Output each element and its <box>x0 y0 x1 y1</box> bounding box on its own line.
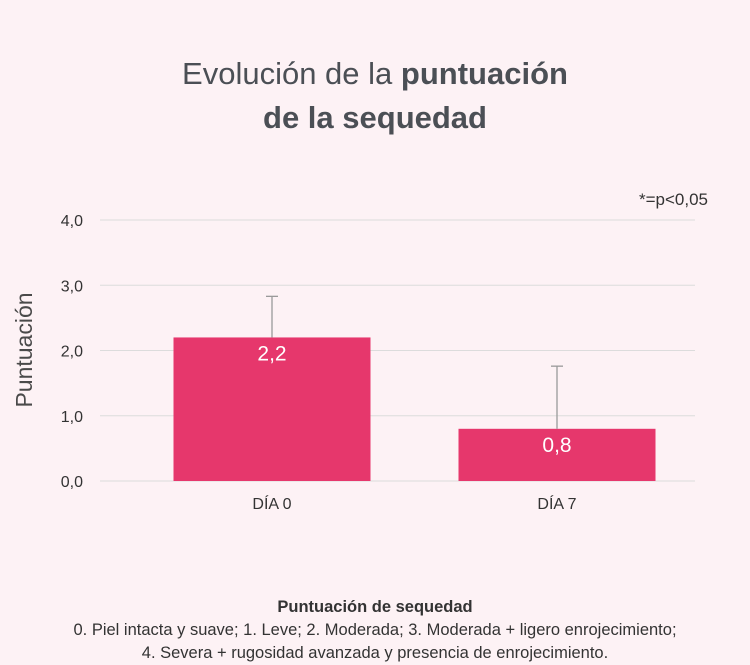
chart-title: Evolución de la puntuación de la sequeda… <box>0 52 750 140</box>
significance-note: *=p<0,05 <box>638 190 708 209</box>
y-tick-3: 3,0 <box>61 278 83 295</box>
bar-1 <box>458 428 656 481</box>
x-tick-1: DÍA 7 <box>537 494 576 513</box>
title-prefix: Evolución de la <box>182 56 393 91</box>
x-tick-0: DÍA 0 <box>252 494 291 513</box>
y-tick-0: 0,0 <box>61 474 83 491</box>
value-label-1: 0,8 <box>542 434 571 457</box>
bar-chart: 0,0 1,0 2,0 3,0 4,0 2,2 0,8 DÍA 0 DÍA 7 Puntua… <box>11 213 695 513</box>
error-bars <box>266 295 563 429</box>
title-bold: puntuación <box>400 56 568 91</box>
legend-title: Puntuación de sequedad <box>277 598 473 616</box>
y-tick-2: 2,0 <box>61 344 83 361</box>
x-tick-labels: DÍA 0 DÍA 7 <box>252 494 576 513</box>
legend: Puntuación de sequedad 0. Piel intacta y… <box>0 596 750 665</box>
value-labels: 2,2 0,8 <box>257 342 571 456</box>
legend-line-1: 0. Piel intacta y suave; 1. Leve; 2. Mod… <box>73 621 677 639</box>
bar-0 <box>173 337 371 481</box>
y-tick-1: 1,0 <box>61 409 83 426</box>
y-axis-label: Puntuación <box>11 292 37 407</box>
y-tick-4: 4,0 <box>61 213 83 230</box>
value-label-0: 2,2 <box>257 342 286 365</box>
legend-line-2: 4. Severa + rugosidad avanzada y presenc… <box>141 644 609 662</box>
y-tick-labels: 0,0 1,0 2,0 3,0 4,0 <box>61 213 83 491</box>
title-line2: de la sequedad <box>263 100 487 135</box>
bars <box>173 337 656 481</box>
